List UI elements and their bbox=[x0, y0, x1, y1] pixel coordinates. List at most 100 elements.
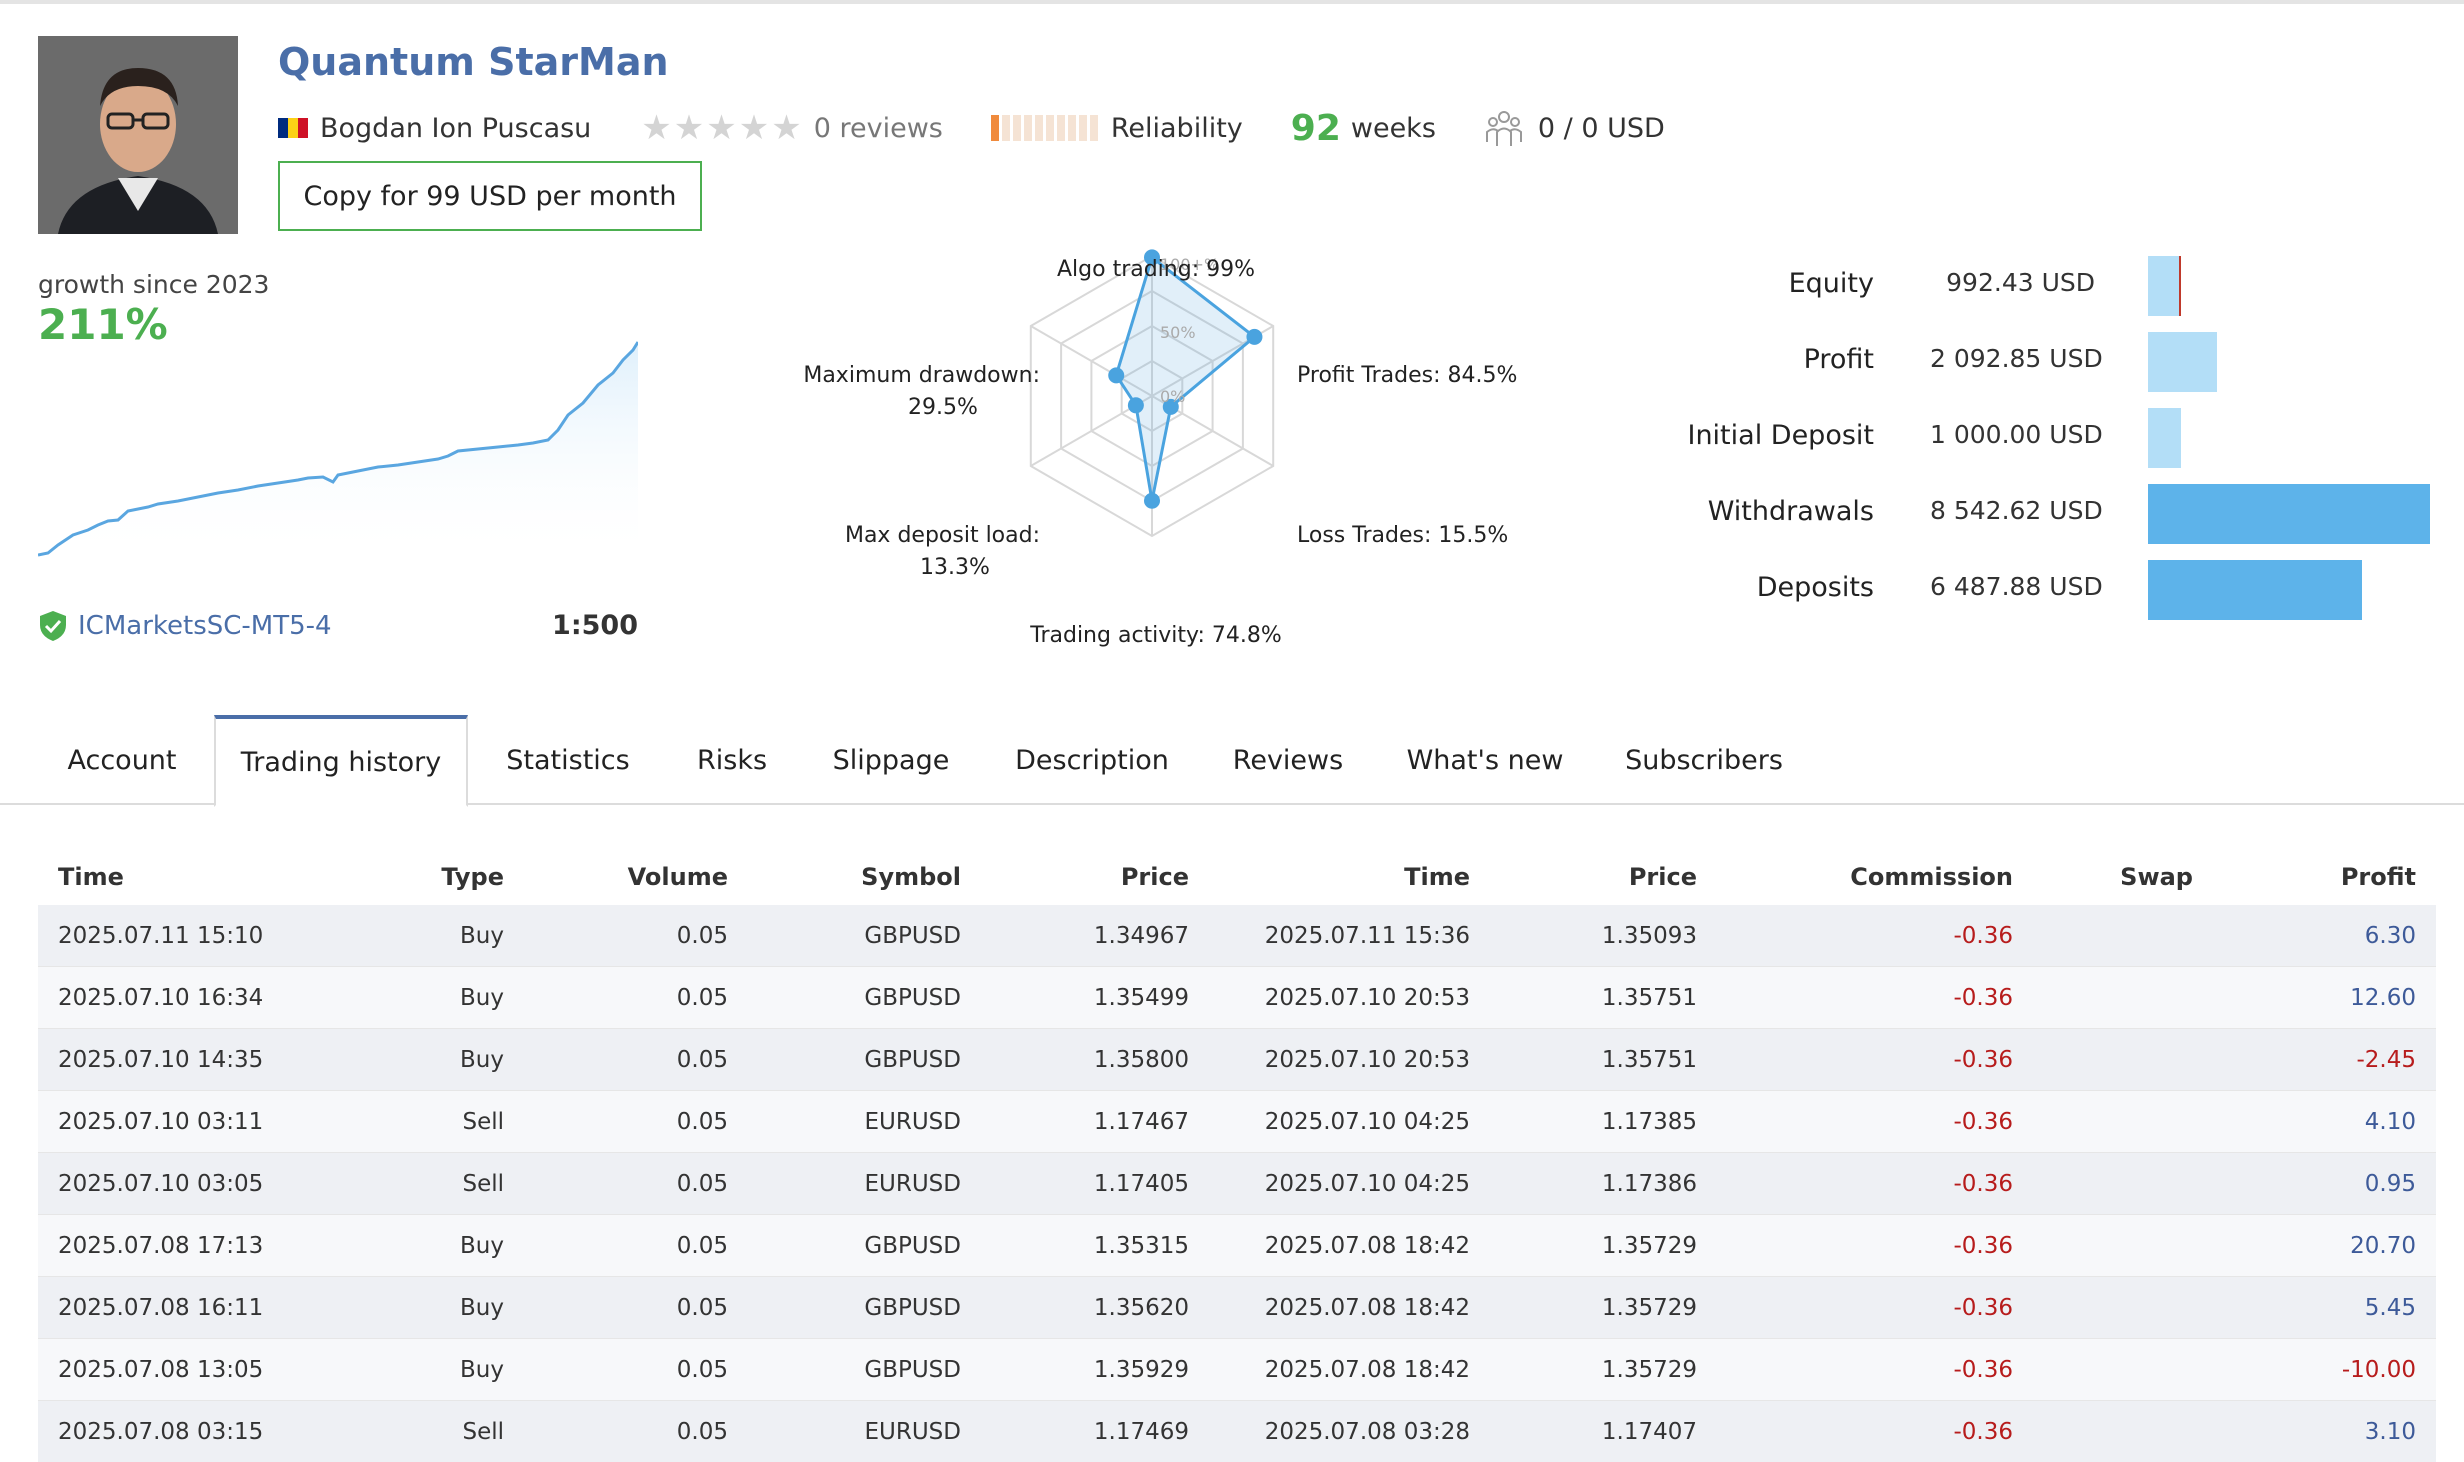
cell-symbol: EURUSD bbox=[864, 1109, 962, 1135]
balance-bar[interactable] bbox=[2148, 408, 2181, 468]
radar-point[interactable] bbox=[1162, 398, 1179, 415]
strategy-title[interactable]: Quantum StarMan bbox=[278, 40, 669, 84]
radar-point[interactable] bbox=[1127, 397, 1144, 414]
star-icon: ★ bbox=[641, 108, 672, 148]
cell-volume: 0.05 bbox=[676, 1109, 728, 1135]
balance-value: 992.43 USD bbox=[1946, 268, 2095, 297]
growth-area bbox=[38, 342, 638, 560]
tab-statistics[interactable]: Statistics bbox=[506, 744, 630, 776]
cell-close-price: 1.35751 bbox=[1601, 1047, 1697, 1073]
growth-line bbox=[38, 341, 638, 557]
flag-stripe bbox=[278, 118, 288, 138]
balance-row-initial-deposit: Initial Deposit 1 000.00 USD bbox=[1640, 408, 2460, 468]
balance-value: 2 092.85 USD bbox=[1930, 344, 2103, 373]
tab-bar: Account Trading history Statistics Risks… bbox=[0, 715, 2464, 807]
radar-point[interactable] bbox=[1144, 249, 1160, 266]
balance-bar[interactable] bbox=[2148, 484, 2430, 544]
balance-value: 6 487.88 USD bbox=[1930, 572, 2103, 601]
cell-open-time: 2025.07.08 16:11 bbox=[58, 1295, 264, 1321]
weeks-label: weeks bbox=[1350, 112, 1436, 144]
column-header-type[interactable]: Type bbox=[441, 863, 504, 891]
tab-subscribers[interactable]: Subscribers bbox=[1625, 744, 1783, 776]
cell-open-time: 2025.07.08 13:05 bbox=[58, 1357, 264, 1383]
radar-point[interactable] bbox=[1246, 328, 1263, 345]
cell-open-price: 1.17467 bbox=[1093, 1109, 1189, 1135]
cell-volume: 0.05 bbox=[676, 1171, 728, 1197]
balance-label: Initial Deposit bbox=[1687, 420, 1874, 451]
tab-account[interactable]: Account bbox=[67, 744, 177, 776]
balance-bar[interactable] bbox=[2148, 332, 2217, 392]
growth-label: growth since 2023 bbox=[38, 270, 270, 299]
cell-type: Buy bbox=[460, 923, 504, 949]
cell-type: Buy bbox=[460, 1233, 504, 1259]
tab-whats-new[interactable]: What's new bbox=[1406, 744, 1564, 776]
avatar[interactable] bbox=[38, 36, 238, 234]
column-header-swap[interactable]: Swap bbox=[2120, 863, 2193, 891]
top-divider bbox=[0, 0, 2464, 4]
table-row: 2025.07.08 17:13 Buy 0.05 GBPUSD 1.35315 2025… bbox=[38, 1215, 2436, 1277]
cell-close-price: 1.35093 bbox=[1601, 923, 1697, 949]
column-header-commission[interactable]: Commission bbox=[1850, 863, 2013, 891]
radar-label-max-drawdown: Maximum drawdown: 29.5% bbox=[776, 360, 1040, 424]
cell-open-time: 2025.07.10 03:11 bbox=[58, 1109, 264, 1135]
meta-row: Bogdan Ion Puscasu ★ ★ ★ ★ ★ 0 reviews Relia… bbox=[278, 104, 1665, 152]
cell-symbol: GBPUSD bbox=[864, 1233, 961, 1259]
reliability-bar-segment bbox=[1089, 115, 1098, 141]
radar-axis bbox=[1030, 325, 1153, 397]
column-header-open-time[interactable]: Time bbox=[58, 863, 124, 891]
column-header-volume[interactable]: Volume bbox=[627, 863, 728, 891]
cell-volume: 0.05 bbox=[676, 1419, 728, 1445]
growth-sparkline[interactable] bbox=[38, 315, 638, 560]
cell-symbol: GBPUSD bbox=[864, 1295, 961, 1321]
broker-link[interactable]: ICMarketsSC-MT5-4 bbox=[38, 610, 332, 642]
column-header-profit[interactable]: Profit bbox=[2340, 863, 2416, 891]
radar-point[interactable] bbox=[1108, 367, 1125, 384]
reliability-bar-segment bbox=[1056, 115, 1065, 141]
cell-open-price: 1.17469 bbox=[1093, 1419, 1189, 1445]
cell-open-time: 2025.07.08 17:13 bbox=[58, 1233, 264, 1259]
radar-label-algo: Algo trading: 99% bbox=[1056, 257, 1256, 282]
tab-description[interactable]: Description bbox=[1015, 744, 1169, 776]
column-header-symbol[interactable]: Symbol bbox=[861, 863, 961, 891]
cell-type: Buy bbox=[460, 1047, 504, 1073]
radar-chart: 100+% 50% 0% Algo trading: 99% Profit Trad… bbox=[760, 240, 1520, 660]
reviews-count[interactable]: 0 reviews bbox=[813, 112, 943, 144]
radar-scale-label: 50% bbox=[1160, 323, 1196, 342]
radar-svg: 100+% 50% 0% bbox=[1029, 249, 1275, 538]
reliability-bar-segment bbox=[1034, 115, 1043, 141]
radar-label-max-deposit-load: Max deposit load: 13.3% bbox=[800, 520, 1040, 584]
flag-stripe bbox=[298, 118, 308, 138]
tab-trading-history[interactable]: Trading history bbox=[214, 715, 468, 807]
weeks-number: 92 bbox=[1290, 107, 1341, 149]
cell-type: Sell bbox=[462, 1171, 504, 1197]
tab-reviews[interactable]: Reviews bbox=[1232, 744, 1344, 776]
cell-close-price: 1.17386 bbox=[1601, 1171, 1697, 1197]
subscribers-value: 0 / 0 USD bbox=[1537, 112, 1665, 144]
column-header-close-time[interactable]: Time bbox=[1404, 863, 1470, 891]
balance-row-withdrawals: Withdrawals 8 542.62 USD bbox=[1640, 484, 2460, 544]
radar-label-loss-trades: Loss Trades: 15.5% bbox=[1297, 523, 1509, 548]
balance-label: Profit bbox=[1803, 344, 1874, 375]
copy-subscribe-button[interactable]: Copy for 99 USD per month bbox=[278, 161, 702, 231]
radar-point[interactable] bbox=[1144, 492, 1160, 509]
tab-risks[interactable]: Risks bbox=[696, 744, 768, 776]
balance-row-deposits: Deposits 6 487.88 USD bbox=[1640, 560, 2460, 620]
cell-commission: -0.36 bbox=[1953, 1109, 2013, 1135]
cell-open-price: 1.17405 bbox=[1093, 1171, 1189, 1197]
column-header-open-price[interactable]: Price bbox=[1120, 863, 1189, 891]
cell-profit: 5.45 bbox=[2364, 1295, 2416, 1321]
cell-symbol: GBPUSD bbox=[864, 1047, 961, 1073]
balance-bar[interactable] bbox=[2148, 256, 2181, 316]
table-row: 2025.07.10 03:05 Sell 0.05 EURUSD 1.17405 202… bbox=[38, 1153, 2436, 1215]
balance-value: 1 000.00 USD bbox=[1930, 420, 2103, 449]
balance-row-profit: Profit 2 092.85 USD bbox=[1640, 332, 2460, 392]
cell-open-time: 2025.07.10 03:05 bbox=[58, 1171, 264, 1197]
radar-label-max-drawdown-title: Maximum drawdown: bbox=[803, 363, 1040, 388]
cell-symbol: GBPUSD bbox=[864, 985, 961, 1011]
author-name[interactable]: Bogdan Ion Puscasu bbox=[320, 112, 592, 144]
balance-bar[interactable] bbox=[2148, 560, 2362, 620]
balance-label: Deposits bbox=[1756, 572, 1874, 603]
balance-value: 8 542.62 USD bbox=[1930, 496, 2103, 525]
tab-slippage[interactable]: Slippage bbox=[832, 744, 950, 776]
column-header-close-price[interactable]: Price bbox=[1628, 863, 1697, 891]
